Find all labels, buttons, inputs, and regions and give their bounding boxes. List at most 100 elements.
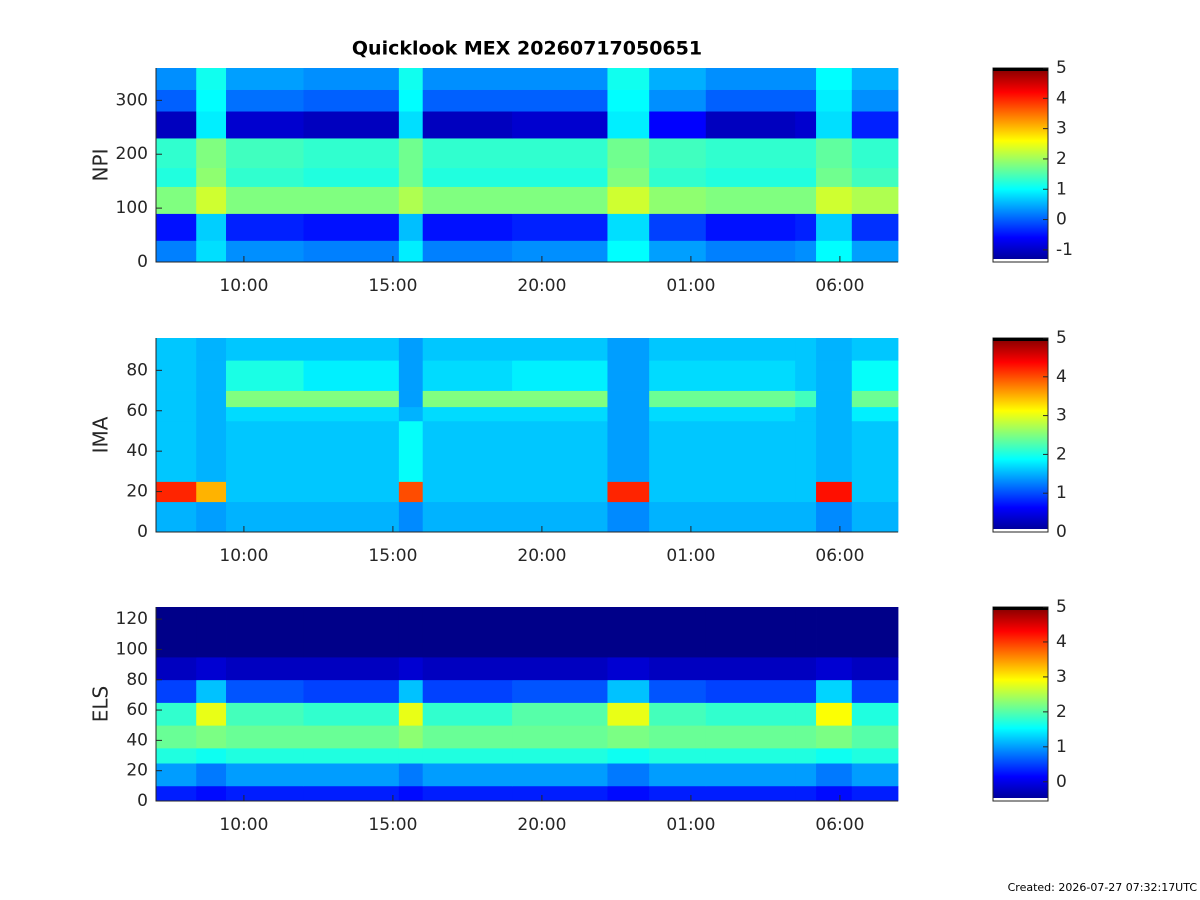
heatmap-cell: [422, 390, 513, 408]
heatmap-cell: [398, 89, 424, 112]
heatmap-cell: [795, 481, 817, 503]
heatmap-cell: [705, 213, 796, 241]
colorbar-tick-label: 4: [1056, 632, 1067, 652]
heatmap-cell: [196, 240, 227, 263]
heatmap-cell: [795, 763, 817, 787]
heatmap-cell: [649, 338, 707, 361]
heatmap-cell: [607, 111, 650, 139]
heatmap-cell: [607, 679, 650, 703]
heatmap-cell: [607, 607, 650, 658]
heatmap-cell: [607, 186, 650, 214]
y-tick-label: 300: [116, 90, 148, 110]
colorbar-tick-label: 0: [1056, 772, 1067, 792]
heatmap-cell: [795, 186, 817, 214]
heatmap-cell: [795, 167, 817, 187]
heatmap-cell: [156, 390, 197, 408]
heatmap-cell: [196, 747, 227, 764]
heatmap-cell: [398, 679, 424, 703]
heatmap-cell: [795, 360, 817, 391]
heatmap-cell: [705, 785, 796, 802]
heatmap-cell: [512, 406, 608, 422]
heatmap-cell: [649, 167, 707, 187]
heatmap-cell: [156, 607, 197, 658]
x-tick-label: 15:00: [368, 276, 417, 296]
heatmap-cell: [795, 240, 817, 263]
heatmap-cell: [512, 702, 608, 726]
heatmap-cell: [512, 138, 608, 169]
heatmap-cell: [156, 785, 197, 802]
heatmap-cell: [816, 89, 853, 112]
heatmap-cell: [705, 111, 796, 139]
heatmap-cell: [649, 607, 707, 658]
heatmap-cell: [607, 702, 650, 726]
heatmap-cell: [196, 68, 227, 90]
heatmap-cell: [512, 725, 608, 749]
x-tick-label: 20:00: [517, 815, 566, 835]
heatmap-cell: [398, 657, 424, 681]
colorbar-over: [993, 338, 1048, 341]
heatmap-cell: [816, 657, 853, 681]
heatmap-cell: [226, 68, 304, 90]
heatmap-cell: [196, 390, 227, 408]
heatmap-cell: [649, 390, 707, 408]
heatmap-cell: [398, 213, 424, 241]
heatmap-cell: [196, 186, 227, 214]
heatmap-cell: [422, 607, 513, 658]
heatmap-cell: [512, 111, 608, 139]
heatmap-cell: [816, 747, 853, 764]
heatmap-cell: [156, 406, 197, 422]
y-tick-label: 100: [116, 198, 148, 218]
heatmap-cell: [226, 501, 304, 533]
heatmap-cell: [156, 89, 197, 112]
heatmap-cell: [795, 138, 817, 169]
heatmap-cell: [196, 725, 227, 749]
heatmap-cell: [226, 607, 304, 658]
colorbar-tick-label: -1: [1056, 240, 1073, 260]
heatmap-cell: [851, 338, 899, 361]
colorbar-tick-label: 1: [1056, 483, 1067, 503]
colorbar-under: [993, 529, 1048, 532]
heatmap-cell: [226, 213, 304, 241]
heatmap-cell: [607, 338, 650, 361]
heatmap-cell: [398, 501, 424, 533]
heatmap-cell: [705, 167, 796, 187]
heatmap-cell: [705, 138, 796, 169]
heatmap-cell: [795, 406, 817, 422]
heatmap-cell: [795, 785, 817, 802]
heatmap-cell: [607, 747, 650, 764]
heatmap-cell: [422, 501, 513, 533]
heatmap-cell: [422, 702, 513, 726]
heatmap-cell: [303, 725, 400, 749]
heatmap-cell: [156, 240, 197, 263]
heatmap-cell: [226, 390, 304, 408]
x-tick-label: 20:00: [517, 546, 566, 566]
heatmap-cell: [422, 360, 513, 391]
x-tick-label: 06:00: [815, 276, 864, 296]
heatmap-cell: [816, 501, 853, 533]
colorbar-under: [993, 798, 1048, 801]
heatmap-cell: [303, 501, 400, 533]
heatmap-cell: [196, 89, 227, 112]
heatmap-cell: [816, 240, 853, 263]
heatmap-cell: [196, 501, 227, 533]
heatmap-cell: [649, 240, 707, 263]
heatmap-cell: [422, 406, 513, 422]
heatmap-cell: [512, 785, 608, 802]
heatmap-cell: [196, 338, 227, 361]
colorbar-over: [993, 607, 1048, 610]
heatmap-cell: [226, 360, 304, 391]
colorbar-tick-label: 4: [1056, 88, 1067, 108]
heatmap-cell: [398, 785, 424, 802]
heatmap-cell: [422, 725, 513, 749]
heatmap-cell: [705, 501, 796, 533]
heatmap-cell: [607, 406, 650, 422]
heatmap-cell: [607, 68, 650, 90]
heatmap-cell: [851, 702, 899, 726]
heatmap-cell: [512, 390, 608, 408]
heatmap-cell: [851, 390, 899, 408]
heatmap-cell: [649, 420, 707, 482]
heatmap-cell: [512, 607, 608, 658]
heatmap-cell: [422, 167, 513, 187]
heatmap-cell: [816, 186, 853, 214]
heatmap-cell: [512, 763, 608, 787]
